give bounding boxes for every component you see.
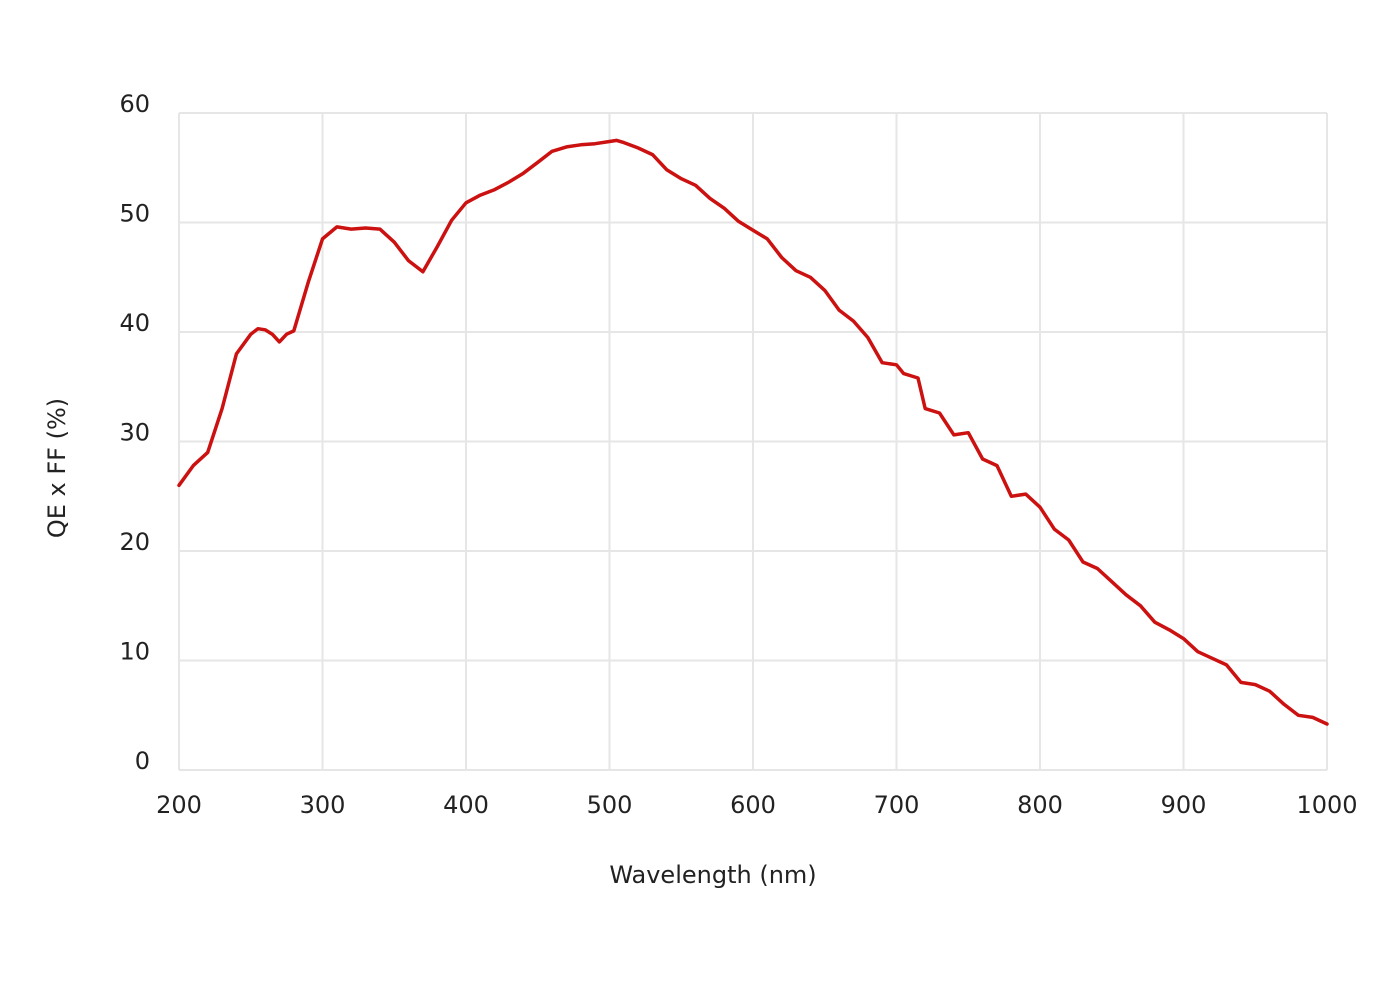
x-axis-label: Wavelength (nm) — [609, 861, 816, 889]
y-tick-label: 50 — [119, 200, 150, 228]
y-axis-label: QE x FF (%) — [43, 398, 71, 538]
x-tick-label: 800 — [1017, 791, 1063, 819]
y-tick-label: 30 — [119, 419, 150, 447]
y-tick-label: 40 — [119, 309, 150, 337]
x-tick-label: 1000 — [1296, 791, 1357, 819]
x-tick-label: 300 — [300, 791, 346, 819]
y-tick-label: 20 — [119, 528, 150, 556]
x-tick-label: 700 — [874, 791, 920, 819]
x-tick-label: 400 — [443, 791, 489, 819]
data-line — [177, 138, 1329, 726]
x-tick-label: 200 — [156, 791, 202, 819]
x-tick-label: 900 — [1161, 791, 1207, 819]
y-tick-label: 60 — [119, 90, 150, 118]
y-tick-label: 10 — [119, 638, 150, 666]
y-tick-label: 0 — [135, 747, 150, 775]
x-tick-label: 600 — [730, 791, 776, 819]
x-tick-label: 500 — [587, 791, 633, 819]
